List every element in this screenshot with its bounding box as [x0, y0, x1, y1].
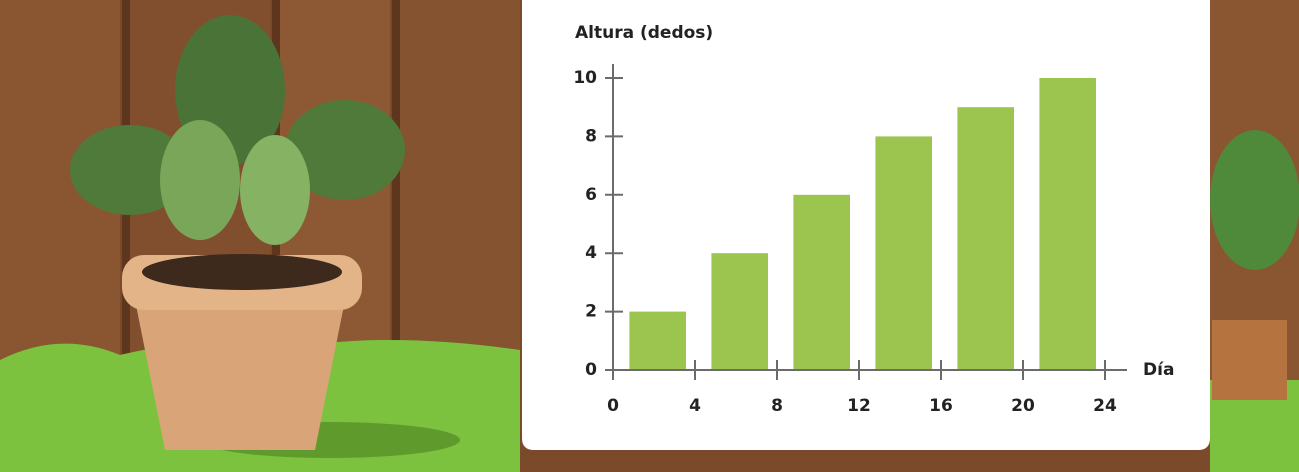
- y-tick-label: 0: [585, 360, 597, 380]
- soil: [142, 254, 342, 290]
- y-tick-label: 10: [573, 68, 597, 88]
- x-tick-label: 16: [929, 396, 953, 416]
- plant: [1210, 130, 1299, 270]
- y-tick-label: 8: [585, 126, 597, 146]
- y-tick-label: 2: [585, 302, 597, 322]
- bar: [793, 195, 850, 370]
- screen: Altura (dedos) Día 024681004812162024: [0, 0, 1299, 472]
- x-tick-label: 12: [847, 396, 871, 416]
- bar: [957, 107, 1014, 370]
- leaf: [240, 135, 310, 245]
- bar: [1039, 78, 1096, 370]
- bar: [711, 253, 768, 370]
- y-tick-label: 6: [585, 185, 597, 205]
- x-tick-label: 8: [771, 396, 783, 416]
- x-tick-label: 4: [689, 396, 701, 416]
- bar: [629, 312, 686, 370]
- y-tick-label: 4: [585, 243, 597, 263]
- chart-card: [522, 0, 1210, 450]
- bar: [875, 136, 932, 370]
- pot: [135, 300, 345, 450]
- leaf: [160, 120, 240, 240]
- x-tick-label: 20: [1011, 396, 1035, 416]
- x-tick-label: 0: [607, 396, 619, 416]
- pot: [1212, 320, 1287, 400]
- x-axis-label: Día: [1143, 360, 1174, 380]
- y-axis-label: Altura (dedos): [575, 23, 713, 43]
- x-tick-label: 24: [1093, 396, 1117, 416]
